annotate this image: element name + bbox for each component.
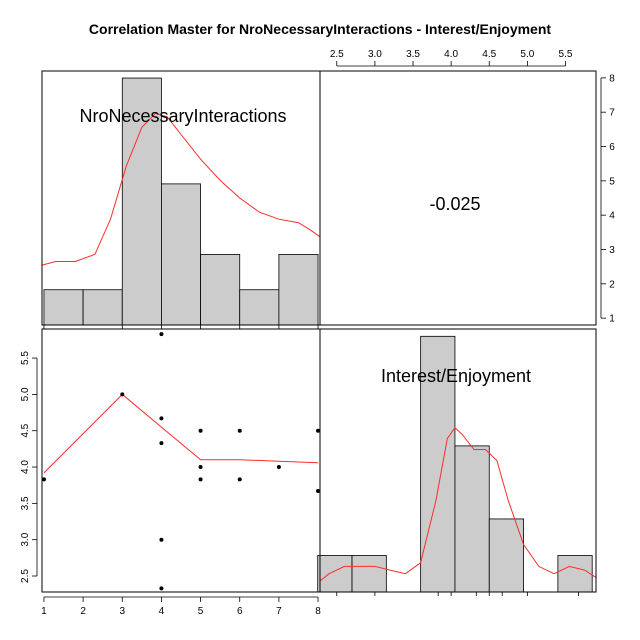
scatter-point	[159, 332, 163, 336]
scatter-point	[199, 429, 203, 433]
x-axis-tick-label: 5	[198, 606, 204, 617]
left-axis-tick-label: 3.5	[20, 496, 31, 510]
top-axis-tick-label: 5.0	[520, 49, 534, 60]
right-axis-tick-label: 7	[609, 108, 615, 119]
scatter-point	[159, 538, 163, 542]
left-axis-tick-label: 4.5	[20, 423, 31, 437]
scatter-point	[238, 477, 242, 481]
scatter-point	[199, 465, 203, 469]
hist1-bar	[83, 290, 122, 325]
hist1-bar	[161, 184, 200, 325]
top-axis-tick-label: 5.5	[559, 49, 573, 60]
scatter-point	[159, 586, 163, 590]
scatter-point	[120, 392, 124, 396]
chart-title: Correlation Master for NroNecessaryInter…	[89, 21, 551, 37]
x-axis-tick-label: 1	[41, 606, 47, 617]
scatter-point	[159, 416, 163, 420]
hist1-bar	[44, 290, 83, 325]
x-axis-tick-label: 7	[276, 606, 282, 617]
left-axis-tick-label: 5.0	[20, 387, 31, 401]
left-axis-tick-label: 3.0	[20, 532, 31, 546]
hist2-bar	[455, 446, 489, 592]
hist2-bar	[558, 555, 592, 592]
x-axis-tick-label: 3	[119, 606, 125, 617]
x-axis-tick-label: 4	[159, 606, 165, 617]
right-axis-tick-label: 5	[609, 176, 615, 187]
x-axis-tick-label: 6	[237, 606, 243, 617]
hist1-bar	[279, 254, 318, 325]
top-axis-tick-label: 3.0	[368, 49, 382, 60]
hist1-bar	[201, 254, 240, 325]
hist1-bar	[240, 290, 279, 325]
right-axis-tick-label: 8	[609, 73, 615, 84]
left-axis-tick-label: 5.5	[20, 351, 31, 365]
x-axis-tick-label: 8	[315, 606, 321, 617]
scatter-point	[199, 477, 203, 481]
scatter-point	[316, 429, 320, 433]
scatter-point	[159, 441, 163, 445]
top-axis-tick-label: 4.0	[444, 49, 458, 60]
top-axis-tick-label: 4.5	[482, 49, 496, 60]
scatter-panel	[42, 332, 320, 590]
left-axis-tick-label: 2.5	[20, 569, 31, 583]
scatter-point	[316, 489, 320, 493]
top-axis-tick-label: 2.5	[330, 49, 344, 60]
right-axis-tick-label: 6	[609, 142, 615, 153]
outer-axes: 1 2 3 4 5 6 7 8 2.5 3.0 3.5 4.0 4.5 5.0 5.5 2.5 3.0 3.5 4.…	[20, 49, 615, 617]
hist2-bar	[318, 555, 352, 592]
scatter-point	[238, 429, 242, 433]
hist2-bar	[352, 555, 386, 592]
right-axis-tick-label: 2	[609, 279, 615, 290]
var2-label: Interest/Enjoyment	[381, 366, 531, 386]
right-axis-tick-label: 4	[609, 211, 615, 222]
scatter-point	[42, 477, 46, 481]
right-axis-tick-label: 3	[609, 245, 615, 256]
scatter-smooth-line	[44, 394, 318, 473]
scatter-point	[277, 465, 281, 469]
var1-label: NroNecessaryInteractions	[79, 106, 286, 126]
panel-border-bl	[42, 329, 320, 592]
x-axis-tick-label: 2	[80, 606, 86, 617]
left-axis-tick-label: 4.0	[20, 460, 31, 474]
right-axis-tick-label: 1	[609, 314, 615, 325]
correlation-value: -0.025	[429, 194, 480, 214]
top-axis-tick-label: 3.5	[406, 49, 420, 60]
